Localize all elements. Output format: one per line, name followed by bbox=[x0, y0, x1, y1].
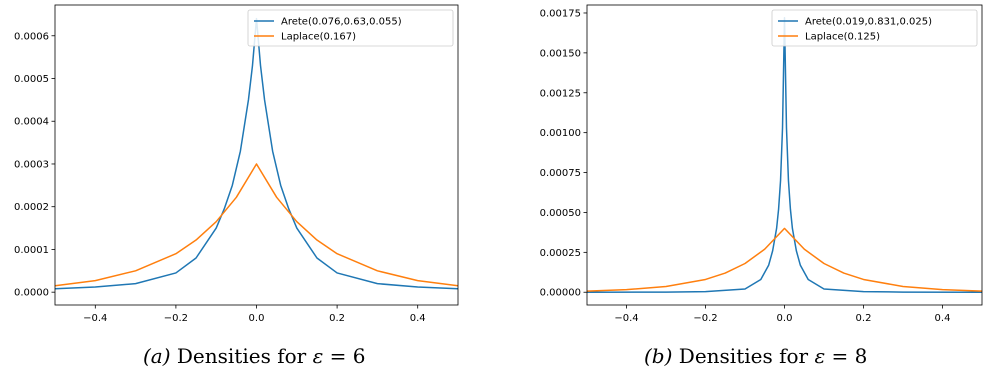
y-tick-label-a-5: 0.0005 bbox=[14, 74, 49, 85]
x-tick-label-a-1: −0.2 bbox=[164, 313, 188, 324]
caption-b: (b) Densities for ε = 8 bbox=[644, 344, 867, 368]
caption-b-symbol: ε bbox=[814, 344, 826, 368]
x-tick-label-b-3: 0.2 bbox=[856, 313, 872, 324]
x-tick-label-b-1: −0.2 bbox=[693, 313, 717, 324]
caption-a: (a) Densities for ε = 6 bbox=[143, 344, 366, 368]
axes-frame-a bbox=[54, 4, 459, 306]
legend-box-b bbox=[771, 9, 978, 47]
legend-label-b-0: Arete(0.019,0.831,0.025) bbox=[805, 17, 932, 28]
series-line-b-1 bbox=[587, 227, 982, 292]
y-tick-label-a-6: 0.0006 bbox=[14, 31, 49, 42]
caption-b-text: Densities for bbox=[672, 344, 815, 368]
x-tick-label-a-3: 0.2 bbox=[329, 313, 345, 324]
y-tick-label-b-6: 0.00150 bbox=[540, 48, 581, 59]
caption-a-symbol: ε bbox=[312, 344, 324, 368]
x-tick-label-b-2: 0.0 bbox=[777, 313, 793, 324]
y-tick-label-b-4: 0.00100 bbox=[540, 128, 581, 139]
caption-a-tag: (a) bbox=[143, 344, 171, 368]
y-tick-label-b-7: 0.00175 bbox=[540, 8, 581, 19]
y-tick-label-a-4: 0.0004 bbox=[14, 117, 49, 128]
caption-b-tag: (b) bbox=[644, 344, 673, 368]
legend-box-a bbox=[247, 9, 454, 47]
y-tick-label-b-0: 0.00000 bbox=[540, 288, 581, 299]
series-line-a-1 bbox=[55, 163, 458, 287]
y-tick-label-b-2: 0.00050 bbox=[540, 208, 581, 219]
series-line-a-0 bbox=[55, 17, 458, 290]
legend-label-b-1: Laplace(0.125) bbox=[805, 32, 880, 43]
x-tick-label-b-4: 0.4 bbox=[935, 313, 951, 324]
series-line-b-0 bbox=[587, 17, 982, 293]
chart-b: −0.4 −0.2 0.0 0.2 0.4 0.00000 0.00025 0.00050 0.… bbox=[540, 4, 983, 324]
y-tick-label-a-2: 0.0002 bbox=[14, 202, 49, 213]
x-tick-label-a-2: 0.0 bbox=[249, 313, 265, 324]
caption-a-rest: = 6 bbox=[323, 344, 366, 368]
chart-a: −0.4 −0.2 0.0 0.2 0.4 0.0000 0.0001 0.0002 0.000… bbox=[14, 4, 459, 324]
y-tick-label-b-5: 0.00125 bbox=[540, 88, 581, 99]
y-tick-label-a-3: 0.0003 bbox=[14, 159, 49, 170]
x-tick-label-b-0: −0.4 bbox=[614, 313, 638, 324]
legend-label-a-0: Arete(0.076,0.63,0.055) bbox=[281, 17, 402, 28]
x-tick-label-a-4: 0.4 bbox=[410, 313, 426, 324]
caption-b-rest: = 8 bbox=[825, 344, 868, 368]
y-tick-label-b-1: 0.00025 bbox=[540, 248, 581, 259]
y-tick-label-b-3: 0.00075 bbox=[540, 168, 581, 179]
y-tick-label-a-1: 0.0001 bbox=[14, 245, 49, 256]
caption-a-text: Densities for bbox=[170, 344, 313, 368]
x-tick-label-a-0: −0.4 bbox=[83, 313, 107, 324]
y-tick-label-a-0: 0.0000 bbox=[14, 288, 49, 299]
legend-label-a-1: Laplace(0.167) bbox=[281, 32, 356, 43]
